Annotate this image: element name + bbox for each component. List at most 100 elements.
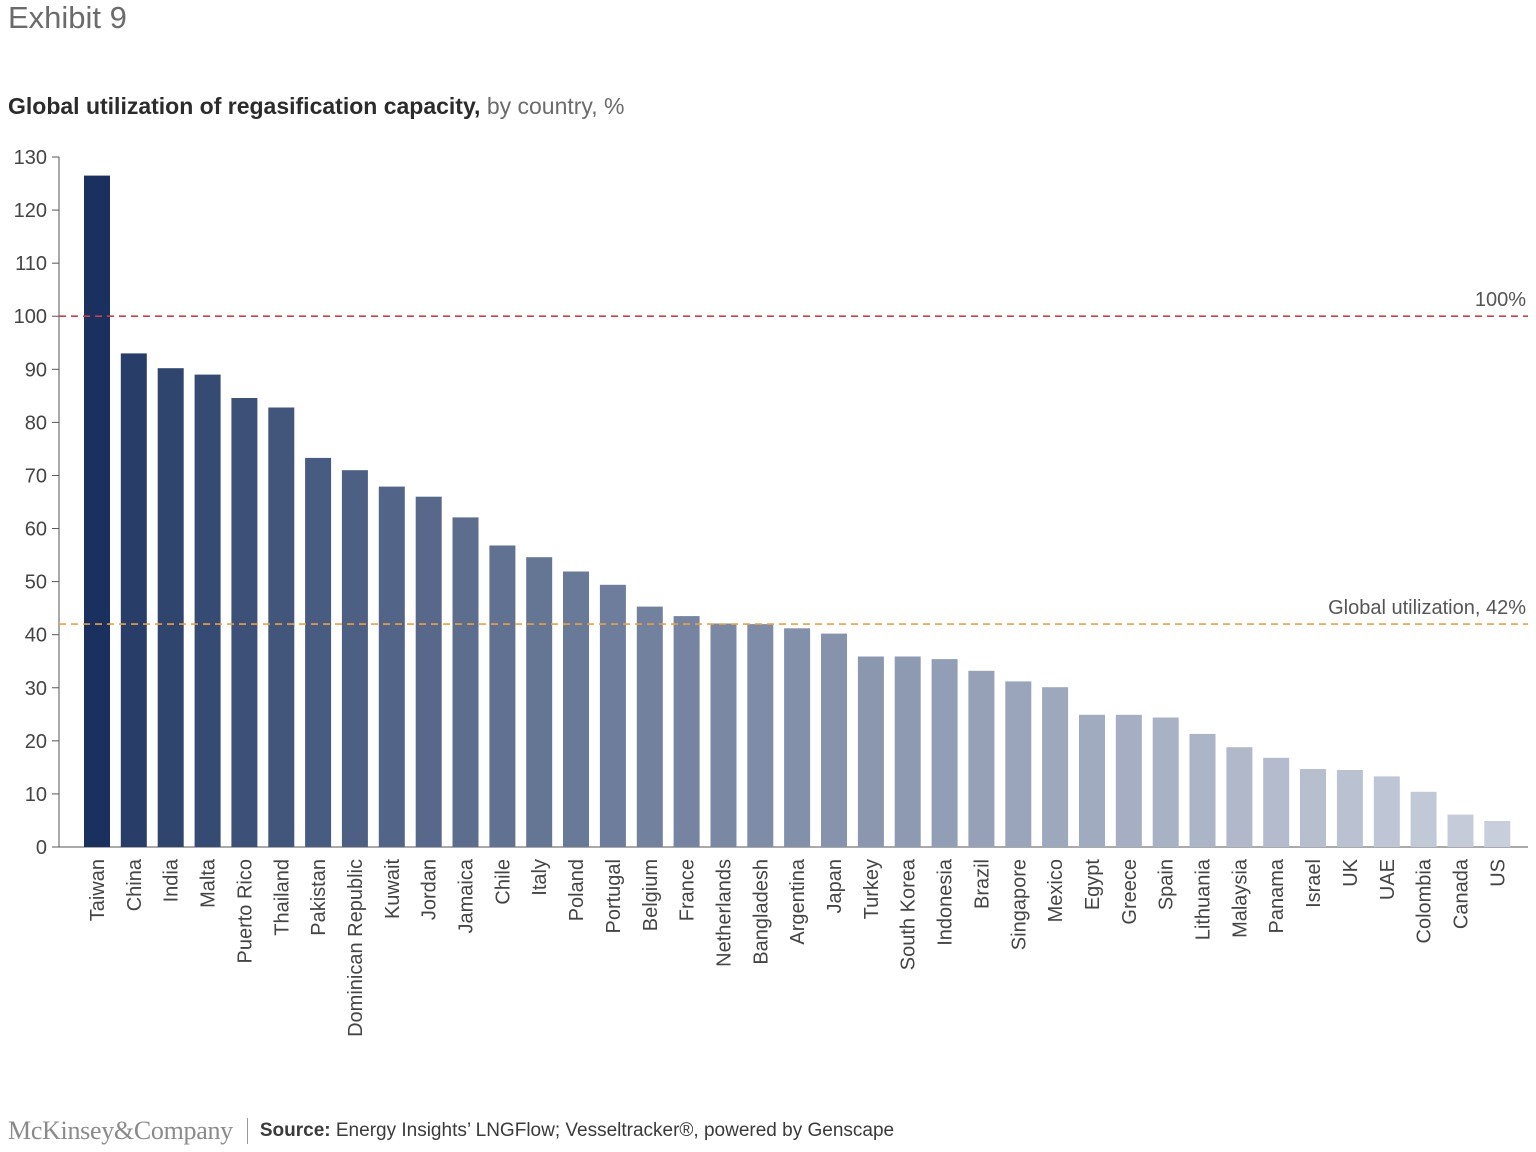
bar — [341, 470, 368, 847]
x-tick-label: Chile — [492, 859, 514, 905]
x-tick-label: US — [1487, 859, 1509, 887]
x-tick-label: Malaysia — [1229, 858, 1251, 938]
x-tick-label: UAE — [1377, 859, 1399, 900]
x-tick-label: Japan — [824, 859, 846, 914]
x-tick-label: Mexico — [1045, 859, 1067, 922]
x-tick-label: Jordan — [419, 859, 441, 920]
y-tick-label: 70 — [25, 465, 47, 487]
bar — [673, 616, 700, 847]
bar — [894, 656, 921, 847]
bar — [305, 457, 332, 847]
exhibit-label: Exhibit 9 — [8, 0, 127, 35]
y-tick-label: 90 — [25, 359, 47, 381]
bar — [1189, 733, 1216, 847]
x-tick-label: Panama — [1266, 858, 1288, 933]
bar — [968, 670, 995, 847]
bar — [636, 606, 663, 847]
x-tick-label: Taiwan — [87, 859, 109, 921]
x-tick-label: Greece — [1119, 859, 1141, 925]
bar — [489, 545, 516, 847]
x-tick-label: Singapore — [1008, 859, 1030, 950]
footer-divider — [246, 1118, 248, 1144]
bar — [931, 659, 958, 847]
company-logo: McKinsey&Company — [8, 1116, 233, 1145]
source-label: Source: — [259, 1120, 331, 1141]
bar — [1410, 791, 1437, 847]
bar — [857, 656, 884, 847]
x-tick-label: Poland — [566, 859, 588, 921]
bar — [1079, 714, 1105, 847]
bar — [1005, 681, 1032, 847]
bar — [599, 584, 626, 847]
x-tick-label: Israel — [1303, 859, 1325, 908]
x-tick-label: UK — [1340, 858, 1362, 886]
bar — [1373, 776, 1400, 847]
x-tick-label: Thailand — [271, 859, 293, 936]
x-tick-label: South Korea — [898, 858, 920, 970]
x-tick-label: Puerto Rico — [234, 859, 256, 964]
x-tick-label: Indonesia — [935, 858, 957, 946]
bar — [710, 623, 737, 847]
y-tick-label: 50 — [25, 572, 47, 594]
bar — [157, 368, 184, 847]
bar — [120, 353, 147, 847]
x-tick-label: France — [677, 859, 699, 921]
bar-chart: 0 10 20 30 40 50 60 70 80 90 100 110 120 130 Taiwan Chi… — [14, 147, 1528, 1037]
source-text: Energy Insights’ LNGFlow; Vesseltracker®… — [330, 1120, 895, 1141]
x-tick-label: India — [161, 858, 183, 902]
x-tick-label: Colombia — [1414, 858, 1436, 943]
bar — [1115, 714, 1142, 847]
x-tick-label: Netherlands — [714, 859, 736, 967]
bar — [1300, 769, 1326, 847]
bar — [378, 486, 405, 847]
bar — [784, 628, 811, 847]
reference-label-100: 100% — [1475, 289, 1526, 311]
bar — [194, 374, 221, 847]
bar — [526, 557, 553, 847]
bar — [415, 496, 442, 847]
x-tick-label: Malta — [198, 858, 220, 908]
bar — [821, 633, 847, 847]
x-tick-label: Lithuania — [1193, 858, 1215, 940]
bar — [231, 398, 258, 847]
bar — [1263, 757, 1290, 847]
bar — [1042, 687, 1069, 847]
chart-title-bold: Global utilization of regasification cap… — [8, 93, 481, 119]
chart-title: Global utilization of regasification cap… — [8, 93, 624, 120]
x-tick-label: Spain — [1156, 859, 1178, 910]
x-tick-label: Pakistan — [308, 859, 330, 936]
x-tick-label: Bangladesh — [750, 859, 772, 965]
footer: McKinsey&Company Source: Energy Insights… — [8, 1114, 894, 1148]
y-tick-label: 60 — [25, 519, 47, 541]
x-tick-label: Argentina — [787, 858, 809, 944]
x-tick-label: Turkey — [861, 859, 883, 919]
x-tick-label: Portugal — [603, 859, 625, 934]
y-tick-label: 0 — [36, 837, 47, 859]
y-tick-label: 120 — [14, 200, 47, 222]
bar — [268, 407, 295, 847]
bar — [452, 517, 479, 847]
bar — [1336, 770, 1363, 847]
bar — [563, 571, 589, 847]
y-tick-label: 110 — [15, 253, 47, 275]
y-tick-label: 100 — [14, 306, 47, 328]
source-note: Source: Energy Insights’ LNGFlow; Vessel… — [260, 1120, 894, 1142]
bar — [1447, 814, 1474, 847]
y-tick-label: 130 — [14, 147, 47, 169]
y-tick-label: 80 — [25, 412, 47, 434]
x-tick-label: China — [124, 858, 146, 911]
y-tick-label: 30 — [25, 678, 47, 700]
x-tick-label: Jamaica — [456, 858, 478, 933]
x-tick-label: Brazil — [971, 859, 993, 909]
x-tick-label: Kuwait — [382, 859, 404, 919]
reference-label-global: Global utilization, 42% — [1328, 597, 1526, 619]
bar — [747, 624, 774, 847]
x-tick-label: Egypt — [1082, 859, 1104, 911]
x-tick-label: Canada — [1451, 858, 1473, 929]
chart-title-rest: by country, % — [480, 93, 625, 119]
y-tick-label: 40 — [25, 625, 47, 647]
bar — [1226, 747, 1253, 847]
x-tick-label: Belgium — [640, 859, 662, 931]
bar — [84, 175, 110, 848]
y-tick-label: 10 — [25, 784, 47, 806]
